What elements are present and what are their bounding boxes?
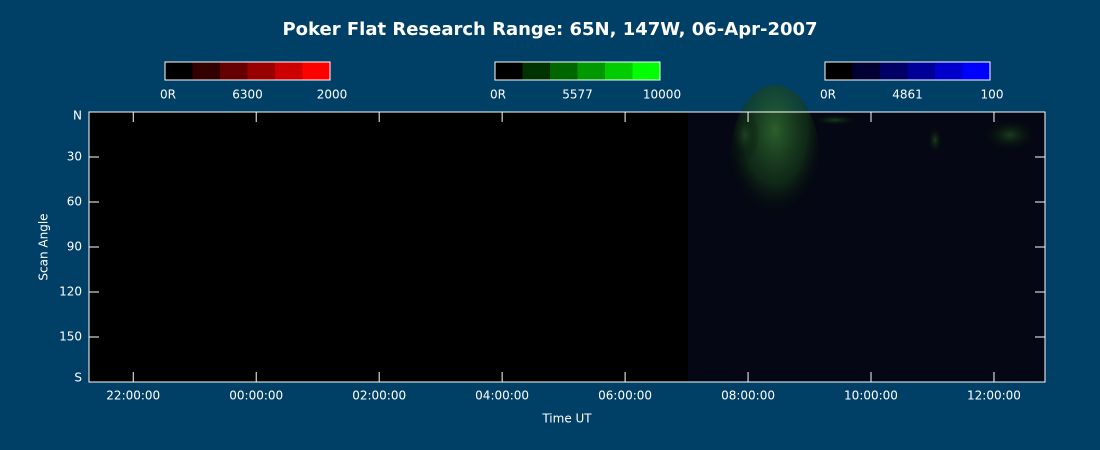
colorbar-name: 4861 [892,88,923,102]
x-axis-label: Time UT [541,412,592,426]
colorbar-segment [935,62,963,80]
x-tick-label: 06:00:00 [598,389,652,403]
colorbar-segment [302,62,330,80]
colorbar-segment [825,62,853,80]
colorbar-segment [165,62,193,80]
x-tick-label: 02:00:00 [352,389,406,403]
aurora-glow [730,85,820,235]
colorbar-min-label: 0R [160,88,176,102]
y-tick-label: S [74,371,82,385]
colorbar-segment [577,62,605,80]
y-tick-label: 90 [67,240,82,254]
y-tick-label: 120 [59,285,82,299]
colorbar-frame [824,61,991,81]
x-tick-label: 10:00:00 [844,389,898,403]
colorbar-max-label: 10000 [643,88,681,102]
colorbar-segment [962,62,990,80]
x-tick-label: 04:00:00 [475,389,529,403]
colorbar-segment [852,62,880,80]
colorbar-frame [494,61,661,81]
colorbar-segment [275,62,303,80]
x-tick-label: 00:00:00 [229,389,283,403]
colorbar-max-label: 100 [981,88,1004,102]
colorbar-segment [220,62,248,80]
y-tick-label: N [73,109,82,123]
colorbar-name: 6300 [232,88,263,102]
colorbar-segment [605,62,633,80]
colorbar-segment [247,62,275,80]
y-tick-label: 60 [67,195,82,209]
x-tick-label: 12:00:00 [967,389,1021,403]
y-tick-label: 30 [67,150,82,164]
colorbar-segment [495,62,523,80]
colorbar-segment [192,62,220,80]
aurora-glow [810,114,860,126]
aurora-glow [980,117,1040,153]
y-tick-label: 150 [59,330,82,344]
colorbar-max-label: 2000 [317,88,348,102]
x-tick-label: 08:00:00 [721,389,775,403]
chart-title: Poker Flat Research Range: 65N, 147W, 06… [282,19,817,40]
y-axis-label: Scan Angle [37,213,51,280]
colorbar-segment [880,62,908,80]
colorbar-min-label: 0R [490,88,506,102]
aurora-glow [927,125,943,155]
colorbar-segment [907,62,935,80]
colorbar-segment [522,62,550,80]
aurora-glow [730,110,760,160]
colorbar-segment [550,62,578,80]
colorbar-frame [164,61,331,81]
colorbar-segment [632,62,660,80]
colorbar-min-label: 0R [820,88,836,102]
colorbar-name: 5577 [562,88,593,102]
x-tick-label: 22:00:00 [106,389,160,403]
